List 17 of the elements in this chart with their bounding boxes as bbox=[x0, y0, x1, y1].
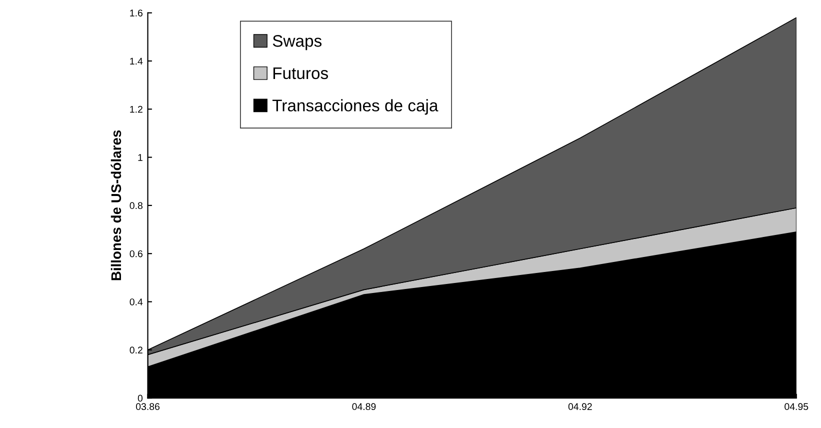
y-tick-label: 1.2 bbox=[130, 106, 142, 113]
x-tick-label: 04.89 bbox=[352, 403, 376, 410]
legend-label: Swaps bbox=[272, 35, 322, 50]
y-tick-label: 0.8 bbox=[130, 202, 142, 210]
y-tick-label: 1.6 bbox=[130, 10, 142, 16]
y-tick-label: 1.4 bbox=[130, 58, 143, 65]
y-tick-label: 0.6 bbox=[130, 250, 142, 258]
x-tick-label: 04.95 bbox=[784, 403, 808, 410]
y-tick-label: 0.4 bbox=[130, 298, 143, 306]
y-tick-label: 0 bbox=[138, 394, 143, 402]
y-tick-label: 0.2 bbox=[130, 346, 142, 354]
y-tick-label: 1 bbox=[138, 154, 142, 161]
legend-label: Futuros bbox=[273, 68, 328, 80]
x-tick-label: 04.92 bbox=[568, 403, 592, 410]
y-axis-title: Billones de US-dólares bbox=[110, 130, 122, 280]
x-tick-label: 03.86 bbox=[136, 403, 160, 410]
legend-label: Transacciones de caja bbox=[272, 99, 438, 115]
